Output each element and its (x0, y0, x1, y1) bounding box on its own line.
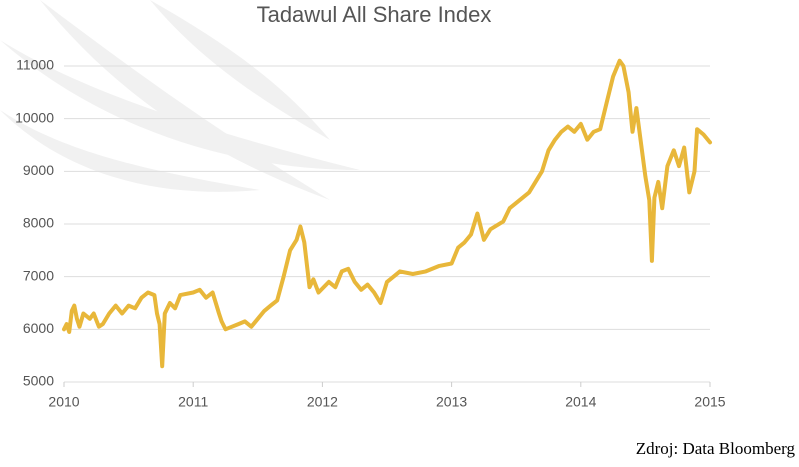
y-tick-label: 6000 (23, 320, 54, 336)
y-tick-label: 5000 (23, 373, 54, 389)
y-tick-label: 10000 (15, 109, 54, 125)
y-tick-label: 11000 (16, 57, 54, 73)
x-tick-label: 2014 (565, 394, 596, 410)
y-tick-label: 9000 (23, 162, 54, 178)
x-tick-label: 2012 (307, 394, 338, 410)
x-tick-label: 2010 (48, 394, 79, 410)
y-tick-label: 7000 (23, 267, 54, 283)
x-tick-label: 2013 (436, 394, 467, 410)
y-tick-label: 8000 (23, 215, 54, 231)
x-tick-label: 2015 (694, 394, 725, 410)
source: Zdroj: Data Bloomberg (636, 439, 796, 458)
background-decoration (0, 0, 360, 200)
chart-title: Tadawul All Share Index (257, 2, 492, 27)
x-tick-label: 2011 (178, 394, 208, 410)
line-series (62, 58, 712, 369)
